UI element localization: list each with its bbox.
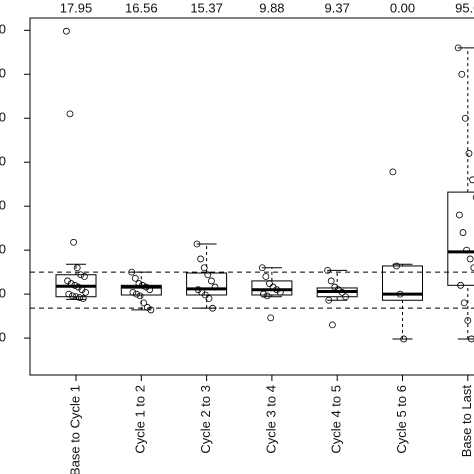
point [67, 280, 75, 287]
y-tick-label: 0 [0, 286, 6, 301]
y-tick-label: 150 [0, 154, 6, 169]
y-tick-label: 250 [0, 66, 6, 81]
point [328, 321, 336, 329]
point [457, 281, 465, 289]
box [251, 280, 293, 296]
point [266, 280, 273, 287]
top-label: 95.0 [455, 0, 474, 15]
x-tick-label: Base to Cycle 1 [67, 385, 82, 474]
point [193, 240, 201, 248]
point [461, 114, 469, 122]
point [472, 194, 474, 200]
point [260, 290, 267, 298]
point [211, 283, 219, 291]
point [465, 150, 473, 157]
point [79, 295, 87, 302]
point [338, 288, 346, 296]
y-tick-label: 300 [0, 22, 6, 37]
x-tick-label: Cycle 4 to 5 [329, 385, 344, 454]
top-label: 9.37 [325, 0, 350, 15]
point [204, 271, 212, 279]
x-tick-label: Cycle 2 to 3 [198, 385, 213, 454]
point [81, 273, 88, 280]
point [66, 110, 74, 118]
point [468, 335, 474, 343]
point [135, 280, 143, 287]
point [146, 286, 154, 294]
point [197, 255, 205, 263]
point [324, 266, 332, 274]
point [458, 70, 466, 78]
box [382, 265, 423, 301]
point [70, 238, 77, 246]
point [454, 44, 462, 52]
point [131, 274, 139, 282]
point [72, 293, 80, 301]
point [267, 314, 275, 322]
plot-frame [29, 17, 474, 376]
point [258, 264, 266, 272]
top-label: 0.00 [390, 0, 415, 15]
point [200, 264, 208, 272]
point [464, 317, 472, 324]
point [82, 288, 89, 296]
point [73, 264, 81, 272]
point [263, 292, 271, 300]
top-label: 15.37 [190, 0, 223, 15]
point [205, 295, 213, 302]
point [393, 262, 400, 270]
point [209, 304, 217, 312]
point [133, 290, 140, 298]
point [77, 271, 85, 279]
top-label: 9.88 [259, 0, 284, 15]
x-tick-label: Cycle 3 to 4 [263, 385, 278, 454]
point [147, 306, 155, 314]
point [460, 299, 468, 307]
x-tick-label: Base to Last [459, 385, 474, 458]
y-tick-label: 100 [0, 198, 6, 213]
box [186, 272, 228, 296]
top-label: 17.95 [60, 0, 93, 15]
point [325, 296, 333, 304]
point [400, 335, 408, 343]
point [69, 292, 76, 300]
point [459, 229, 467, 236]
y-tick-label: 200 [0, 110, 6, 125]
y-tick-label: 50 [0, 242, 6, 257]
top-label: 16.56 [125, 0, 158, 15]
point [128, 268, 136, 276]
y-tick-label: -50 [0, 330, 6, 345]
point [139, 281, 146, 289]
point [396, 290, 404, 298]
point [342, 293, 350, 301]
box [447, 191, 474, 286]
point [207, 277, 215, 285]
point [76, 294, 83, 302]
point [463, 246, 471, 254]
point [327, 277, 335, 285]
point [63, 27, 70, 35]
point [65, 290, 73, 298]
point [129, 288, 137, 296]
point [201, 291, 209, 299]
x-tick-label: Cycle 1 to 2 [133, 385, 148, 454]
point [136, 292, 144, 300]
x-tick-label: Cycle 5 to 6 [394, 385, 409, 454]
point [469, 176, 474, 184]
point [389, 168, 397, 176]
point [262, 273, 270, 280]
point [140, 299, 148, 307]
point [466, 255, 474, 263]
point [276, 288, 284, 296]
point [455, 211, 463, 219]
point [71, 281, 79, 289]
